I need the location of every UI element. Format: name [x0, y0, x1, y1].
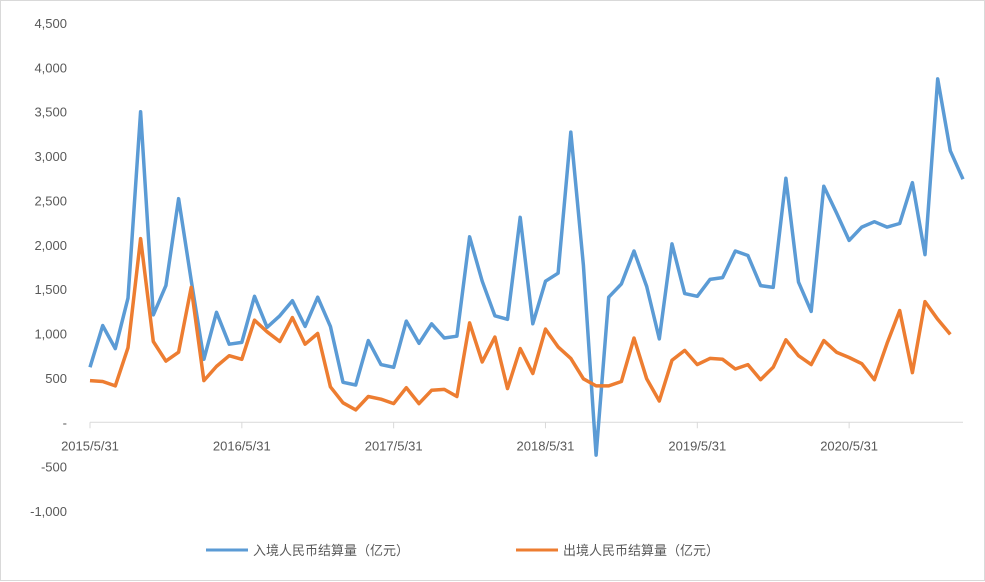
y-tick-label: 2,000 — [34, 238, 67, 253]
x-tick-label: 2016/5/31 — [213, 438, 271, 453]
legend: 入境人民币结算量（亿元） 出境人民币结算量（亿元） — [206, 544, 719, 559]
x-tick-label: 2020/5/31 — [820, 438, 878, 453]
axes: 4,500 4,000 3,500 3,000 2,500 2,000 1,500 1,000… — [30, 16, 963, 519]
y-tick-label: 1,000 — [34, 327, 67, 342]
y-tick-label: 3,000 — [34, 149, 67, 164]
legend-label-inbound: 入境人民币结算量（亿元） — [253, 544, 409, 559]
legend-label-outbound: 出境人民币结算量（亿元） — [563, 544, 719, 559]
series-line-inbound — [88, 77, 965, 457]
x-tick-label: 2019/5/31 — [668, 438, 726, 453]
y-tick-label: 3,500 — [34, 105, 67, 120]
x-tick-label: 2018/5/31 — [517, 438, 575, 453]
y-tick-label: 4,000 — [34, 60, 67, 75]
series-line-outbound — [89, 236, 952, 412]
y-tick-label: 2,500 — [34, 193, 67, 208]
y-tick-label: 1,500 — [34, 282, 67, 297]
y-tick-label: 500 — [45, 371, 67, 386]
y-tick-label: - — [63, 415, 67, 430]
y-tick-label: 4,500 — [34, 16, 67, 31]
x-tick-label: 2015/5/31 — [61, 438, 119, 453]
y-tick-label: -500 — [41, 460, 67, 475]
x-tick-label: 2017/5/31 — [365, 438, 423, 453]
y-tick-label: -1,000 — [30, 504, 67, 519]
series-lines — [88, 77, 965, 457]
